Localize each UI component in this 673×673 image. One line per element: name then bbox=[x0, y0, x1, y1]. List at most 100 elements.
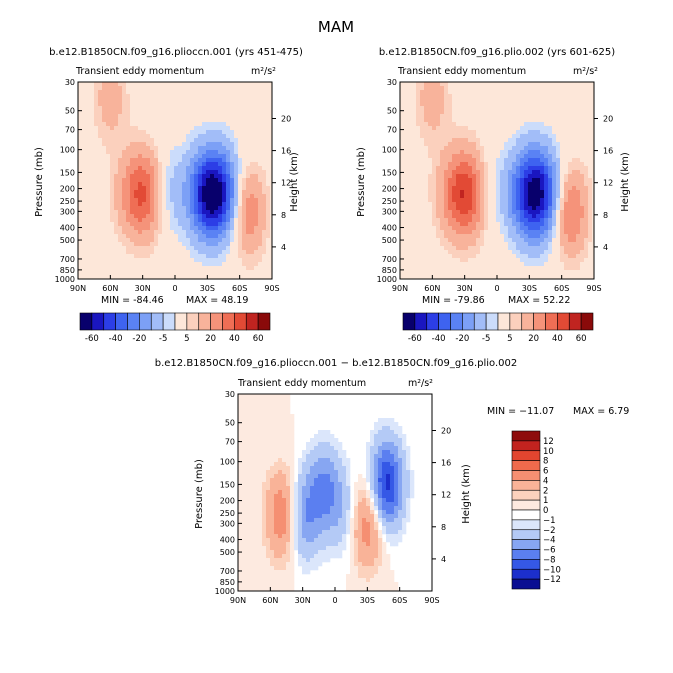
contour-cell bbox=[528, 206, 533, 211]
contour-cell bbox=[222, 106, 227, 111]
contour-cell bbox=[254, 134, 259, 139]
contour-cell bbox=[400, 106, 405, 111]
contour-cell bbox=[552, 162, 557, 167]
contour-cell bbox=[500, 210, 505, 215]
contour-cell bbox=[480, 254, 485, 259]
contour-cell bbox=[448, 210, 453, 215]
contour-cell bbox=[556, 86, 561, 91]
contour-cell bbox=[206, 98, 211, 103]
contour-cell bbox=[202, 222, 207, 227]
contour-cell bbox=[584, 102, 589, 107]
contour-cell bbox=[234, 154, 239, 159]
contour-cell bbox=[416, 206, 421, 211]
contour-cell bbox=[588, 134, 593, 139]
contour-cell bbox=[218, 210, 223, 215]
contour-cell bbox=[126, 210, 131, 215]
contour-cell bbox=[532, 182, 537, 187]
contour-cell bbox=[94, 262, 99, 267]
contour-cell bbox=[496, 226, 501, 231]
contour-cell bbox=[508, 130, 513, 135]
contour-cell bbox=[504, 110, 509, 115]
contour-cell bbox=[202, 178, 207, 183]
contour-cell bbox=[90, 158, 95, 163]
contour-cell bbox=[122, 98, 127, 103]
contour-cell bbox=[154, 182, 159, 187]
contour-cell bbox=[508, 114, 513, 119]
contour-cell bbox=[150, 86, 155, 91]
contour-cell bbox=[90, 198, 95, 203]
contour-cell bbox=[198, 162, 203, 167]
contour-cell bbox=[520, 242, 525, 247]
contour-cell bbox=[548, 190, 553, 195]
contour-cell bbox=[86, 254, 91, 259]
contour-cell bbox=[162, 230, 167, 235]
contour-cell bbox=[408, 222, 413, 227]
contour-cell bbox=[568, 210, 573, 215]
contour-cell bbox=[440, 174, 445, 179]
contour-cell bbox=[218, 162, 223, 167]
contour-cell bbox=[86, 258, 91, 263]
contour-cell bbox=[242, 214, 247, 219]
contour-cell bbox=[138, 170, 143, 175]
contour-cell bbox=[476, 106, 481, 111]
contour-cell bbox=[492, 182, 497, 187]
contour-cell bbox=[428, 222, 433, 227]
contour-cell bbox=[572, 154, 577, 159]
contour-cell bbox=[492, 102, 497, 107]
contour-cell bbox=[544, 266, 549, 271]
contour-cell bbox=[444, 138, 449, 143]
contour-cell bbox=[190, 122, 195, 127]
contour-cell bbox=[234, 258, 239, 263]
contour-cell bbox=[584, 146, 589, 151]
contour-cell bbox=[226, 194, 231, 199]
contour-cell bbox=[428, 90, 433, 95]
contour-cell bbox=[90, 118, 95, 123]
contour-cell bbox=[254, 94, 259, 99]
contour-cell bbox=[234, 214, 239, 219]
panel-control-subtitle: Transient eddy momentum bbox=[75, 66, 204, 77]
contour-cell bbox=[476, 234, 481, 239]
contour-cell bbox=[568, 134, 573, 139]
contour-cell bbox=[154, 258, 159, 263]
contour-cell bbox=[122, 210, 127, 215]
contour-cell bbox=[82, 218, 87, 223]
contour-cell bbox=[122, 222, 127, 227]
contour-cell bbox=[588, 102, 593, 107]
contour-cell bbox=[138, 134, 143, 139]
contour-cell bbox=[400, 242, 405, 247]
contour-cell bbox=[536, 122, 541, 127]
contour-cell bbox=[540, 210, 545, 215]
figure-title: MAM bbox=[318, 18, 354, 36]
contour-cell bbox=[536, 162, 541, 167]
contour-cell bbox=[78, 138, 83, 143]
contour-cell bbox=[86, 178, 91, 183]
contour-cell bbox=[564, 98, 569, 103]
contour-cell bbox=[154, 94, 159, 99]
contour-cell bbox=[500, 238, 505, 243]
contour-cell bbox=[576, 126, 581, 131]
contour-cell bbox=[524, 126, 529, 131]
contour-cell bbox=[440, 258, 445, 263]
contour-cell bbox=[496, 242, 501, 247]
contour-cell bbox=[270, 254, 273, 259]
contour-cell bbox=[432, 138, 437, 143]
contour-cell bbox=[98, 142, 103, 147]
contour-cell bbox=[584, 170, 589, 175]
contour-cell bbox=[552, 246, 557, 251]
contour-cell bbox=[130, 122, 135, 127]
contour-cell bbox=[230, 266, 235, 271]
contour-cell bbox=[230, 198, 235, 203]
contour-cell bbox=[158, 86, 163, 91]
contour-cell bbox=[560, 254, 565, 259]
contour-cell bbox=[270, 266, 273, 271]
contour-cell bbox=[408, 102, 413, 107]
contour-cell bbox=[568, 242, 573, 247]
contour-cell bbox=[568, 202, 573, 207]
contour-cell bbox=[130, 214, 135, 219]
contour-cell bbox=[584, 126, 589, 131]
contour-cell bbox=[162, 246, 167, 251]
contour-cell bbox=[178, 238, 183, 243]
contour-cell bbox=[544, 126, 549, 131]
contour-cell bbox=[448, 186, 453, 191]
